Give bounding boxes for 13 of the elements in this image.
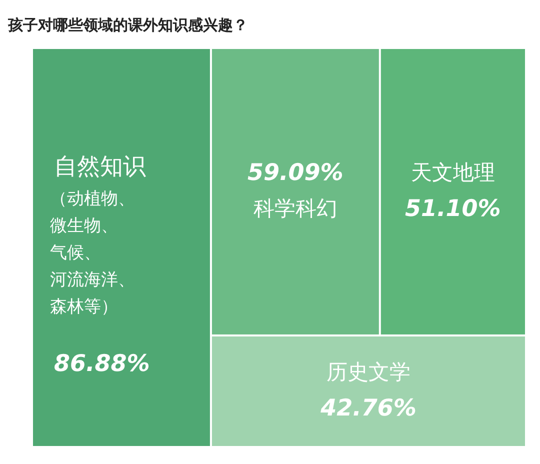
node: 59.09% 科学科幻 [212, 49, 379, 334]
data-label: 86.88% [54, 350, 150, 377]
data-label: 51.10% [405, 196, 501, 222]
category-label: 科学科幻 [253, 196, 338, 220]
text: 孩子对哪些领域的课外知识感兴趣？ [7, 16, 248, 34]
data-label: 42.76% [320, 396, 416, 422]
category-label: 自然知识 [54, 154, 146, 180]
category-label: 天文地理 [410, 160, 495, 184]
node: 历史文学 42.76% [212, 336, 525, 446]
node: 自然知识 （动植物、微生物、气候、河流海洋、森林等） 86.88% [33, 49, 210, 446]
category-label: 历史文学 [326, 360, 410, 384]
data-label: 59.09% [248, 160, 344, 186]
node: 天文地理 51.10% [380, 49, 525, 334]
